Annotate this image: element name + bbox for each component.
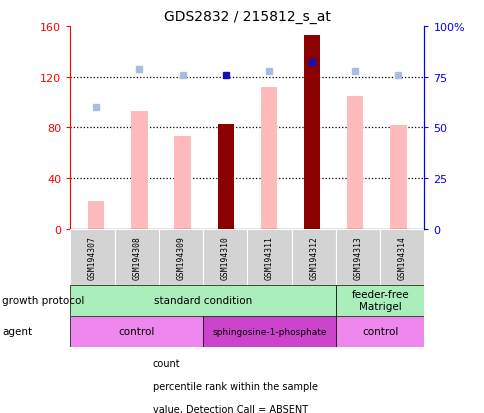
Bar xyxy=(70,285,335,316)
Bar xyxy=(260,88,276,229)
Text: GSM194314: GSM194314 xyxy=(397,235,406,279)
Bar xyxy=(70,316,203,347)
Bar xyxy=(335,316,424,347)
Text: sphingosine-1-phosphate: sphingosine-1-phosphate xyxy=(212,327,326,336)
Bar xyxy=(114,229,158,285)
Bar xyxy=(70,229,114,285)
Text: count: count xyxy=(152,358,180,368)
Text: GSM194311: GSM194311 xyxy=(264,235,273,279)
Text: feeder-free
Matrigel: feeder-free Matrigel xyxy=(350,290,408,311)
Text: GSM194307: GSM194307 xyxy=(88,235,97,279)
Bar xyxy=(379,229,424,285)
Bar xyxy=(291,229,335,285)
Title: GDS2832 / 215812_s_at: GDS2832 / 215812_s_at xyxy=(164,10,330,24)
Bar xyxy=(247,229,291,285)
Text: GSM194308: GSM194308 xyxy=(132,235,141,279)
Bar xyxy=(347,96,363,229)
Text: value, Detection Call = ABSENT: value, Detection Call = ABSENT xyxy=(152,404,307,413)
Bar xyxy=(335,229,379,285)
Text: control: control xyxy=(361,326,397,337)
Text: GSM194309: GSM194309 xyxy=(176,235,185,279)
Bar xyxy=(203,316,335,347)
Bar xyxy=(217,124,233,229)
Text: GSM194313: GSM194313 xyxy=(353,235,362,279)
Bar xyxy=(174,137,190,229)
Text: standard condition: standard condition xyxy=(153,295,252,306)
Bar xyxy=(335,285,424,316)
Text: GSM194312: GSM194312 xyxy=(309,235,318,279)
Text: growth protocol: growth protocol xyxy=(2,295,85,306)
Bar xyxy=(131,112,147,229)
Bar xyxy=(303,36,319,229)
Text: GSM194310: GSM194310 xyxy=(220,235,229,279)
Text: percentile rank within the sample: percentile rank within the sample xyxy=(152,381,317,391)
Bar xyxy=(390,126,406,229)
Bar xyxy=(203,229,247,285)
Bar xyxy=(158,229,203,285)
Bar xyxy=(88,202,104,229)
Text: agent: agent xyxy=(2,326,32,337)
Text: control: control xyxy=(118,326,154,337)
